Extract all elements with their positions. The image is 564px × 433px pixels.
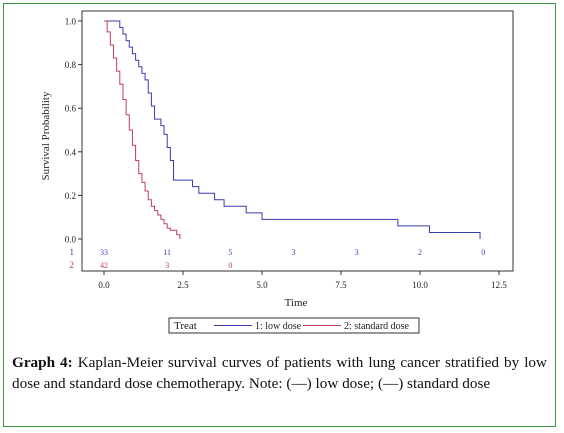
legend-title: Treat (174, 320, 197, 332)
at-risk-row-label: 1 (70, 247, 75, 257)
y-axis-label: Survival Probability (40, 91, 52, 180)
at-risk-count: 2 (418, 248, 422, 257)
figure-caption: Graph 4: Kaplan-Meier survival curves of… (12, 353, 547, 394)
x-tick-label: 2.5 (177, 280, 189, 290)
at-risk-count: 0 (481, 248, 485, 257)
caption-label: Graph 4: (12, 354, 73, 371)
at-risk-count: 3 (292, 248, 296, 257)
curve-low-dose (104, 20, 481, 239)
x-axis: 0.0 2.5 5.0 7.5 10.0 12.5 (98, 271, 507, 290)
survival-curves (104, 20, 481, 239)
x-tick-label: 7.5 (335, 280, 347, 290)
x-axis-label: Time (285, 297, 308, 309)
y-tick-label: 0.8 (65, 60, 77, 70)
legend-entry-low-dose: 1: low dose (255, 321, 302, 332)
at-risk-count: 5 (228, 248, 232, 257)
caption-text: Kaplan-Meier survival curves of patients… (12, 354, 547, 392)
x-tick-label: 10.0 (412, 280, 428, 290)
curve-standard-dose (104, 20, 181, 239)
y-tick-label: 0.0 (65, 235, 77, 245)
legend-box (168, 317, 420, 334)
y-tick-label: 0.4 (65, 147, 77, 157)
plot-area (81, 10, 514, 272)
at-risk-row-label: 2 (70, 260, 75, 270)
y-tick-label: 0.6 (65, 104, 77, 114)
at-risk-table: 1 33 11 5 3 3 2 02 42 3 0 (70, 247, 486, 270)
y-tick-label: 0.2 (65, 191, 76, 201)
legend: Treat 1: low dose 2: standard dose (168, 317, 420, 334)
at-risk-count: 3 (355, 248, 359, 257)
x-tick-label: 5.0 (256, 280, 268, 290)
x-tick-label: 0.0 (98, 280, 110, 290)
at-risk-count: 11 (163, 248, 171, 257)
y-tick-label: 1.0 (65, 17, 77, 27)
legend-entry-standard-dose: 2: standard dose (344, 321, 410, 332)
at-risk-count: 42 (100, 261, 108, 270)
y-axis: 0.0 0.2 0.4 0.6 0.8 1.0 (65, 17, 82, 245)
figure-frame (3, 3, 556, 427)
at-risk-count: 3 (165, 261, 169, 270)
at-risk-count: 33 (100, 248, 108, 257)
x-tick-label: 12.5 (491, 280, 507, 290)
at-risk-count: 0 (228, 261, 232, 270)
